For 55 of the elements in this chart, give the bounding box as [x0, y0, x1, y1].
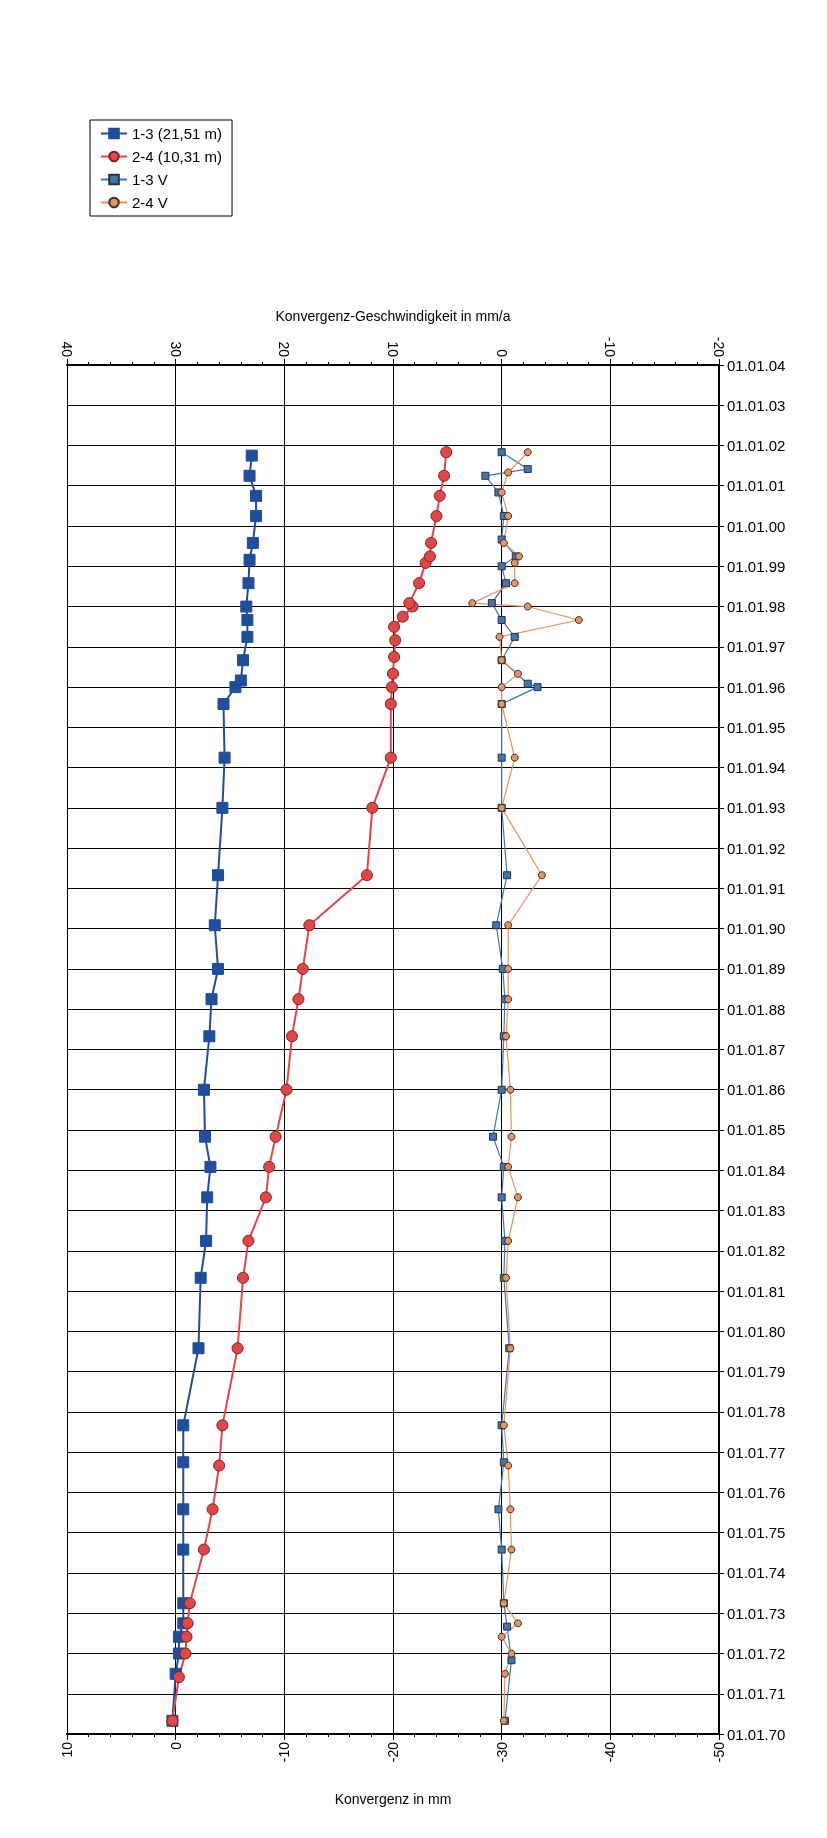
- y-tick-label: 01.01.91: [727, 879, 786, 897]
- legend-label: 2-4 (10,31 m): [132, 148, 223, 165]
- legend-label: 1-3 (21,51 m): [132, 125, 223, 142]
- x2-tick-label: 40: [59, 341, 75, 358]
- x2-tick-label: 20: [276, 341, 293, 358]
- x2-axis-title: Konvergenz-Geschwindigkeit in mm/a: [275, 308, 511, 324]
- x-tick-label: 10: [59, 1741, 75, 1758]
- y-tick-label: 01.01.99: [727, 557, 786, 575]
- y-tick-label: 01.01.89: [727, 960, 786, 978]
- y-tick-label: 01.01.03: [727, 396, 786, 414]
- x-tick-label: -30: [493, 1741, 510, 1763]
- y-tick-label: 01.01.95: [727, 718, 786, 736]
- x-tick-label: -20: [385, 1741, 401, 1763]
- x-tick-label: -10: [276, 1741, 293, 1763]
- y-tick-label: 01.01.75: [727, 1524, 786, 1542]
- y-tick-label: 01.01.93: [727, 799, 786, 817]
- x2-tick-label: -20: [711, 336, 727, 358]
- y-tick-label: 01.01.82: [727, 1242, 786, 1260]
- y-tick-label: 01.01.85: [727, 1121, 786, 1139]
- y-tick-label: 01.01.83: [727, 1202, 786, 1220]
- y-tick-label: 01.01.74: [727, 1564, 786, 1582]
- x2-tick-label: 0: [493, 349, 510, 358]
- x2-tick-label: 10: [385, 341, 401, 358]
- y-tick-label: 01.01.00: [727, 517, 786, 535]
- y-tick-label: 01.01.79: [727, 1363, 786, 1381]
- legend-label: 1-3 V: [132, 171, 168, 188]
- y-tick-label: 01.01.98: [727, 598, 786, 616]
- y-tick-label: 01.01.01: [727, 477, 786, 495]
- legend-label: 2-4 V: [132, 194, 168, 211]
- y-tick-label: 01.01.81: [727, 1282, 786, 1300]
- y-tick-label: 01.01.90: [727, 920, 786, 938]
- y-tick-label: 01.01.04: [727, 356, 786, 374]
- y-tick-label: 01.01.78: [727, 1403, 786, 1421]
- y-tick-label: 01.01.76: [727, 1483, 786, 1501]
- y-tick-label: 01.01.02: [727, 436, 786, 454]
- y-tick-label: 01.01.71: [727, 1685, 786, 1703]
- y-tick-label: 01.01.80: [727, 1322, 786, 1340]
- y-tick-label: 01.01.77: [727, 1443, 786, 1461]
- x-tick-label: -50: [711, 1741, 727, 1763]
- y-tick-label: 01.01.96: [727, 678, 786, 696]
- y-tick-label: 01.01.87: [727, 1041, 786, 1058]
- y-tick-label: 01.01.84: [727, 1161, 786, 1179]
- x-tick-label: -40: [602, 1741, 619, 1763]
- y-tick-label: 01.01.70: [727, 1725, 786, 1743]
- y-tick-label: 01.01.86: [727, 1081, 786, 1099]
- y-tick-label: 01.01.97: [727, 638, 786, 656]
- x2-tick-label: 30: [167, 341, 184, 358]
- x2-tick-label: -10: [602, 336, 619, 358]
- y-tick-label: 01.01.88: [727, 1000, 786, 1018]
- x-tick-label: 0: [167, 1741, 184, 1750]
- x-axis-title: Konvergenz in mm: [334, 1791, 452, 1807]
- y-tick-label: 01.01.92: [727, 839, 786, 857]
- y-tick-label: 01.01.73: [727, 1604, 786, 1622]
- y-tick-label: 01.01.94: [727, 759, 786, 777]
- y-tick-label: 01.01.72: [727, 1645, 786, 1663]
